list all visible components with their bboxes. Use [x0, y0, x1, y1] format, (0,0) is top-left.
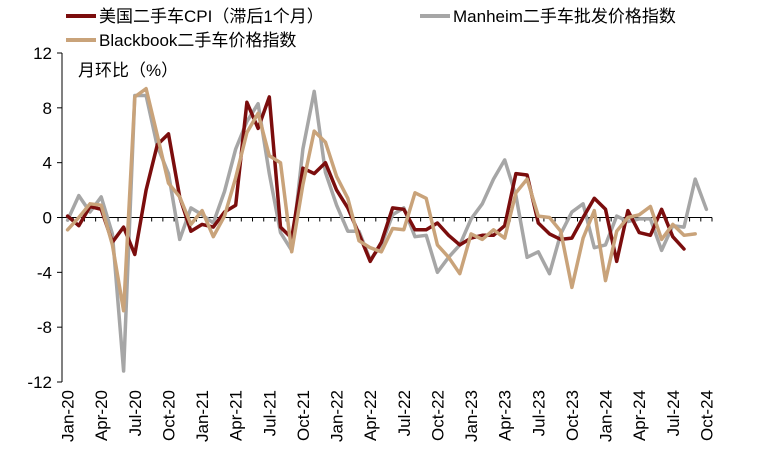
series-line-2: [65, 86, 697, 313]
x-tick-label: Jan-22: [328, 390, 347, 442]
y-tick-label: -12: [27, 373, 52, 392]
x-tick-label: Apr-24: [630, 390, 649, 441]
x-tick-label: Jan-21: [193, 390, 212, 442]
y-tick-label: -4: [37, 263, 52, 282]
y-axis-label: 月环比（%）: [78, 61, 178, 80]
x-tick-label: Oct-20: [159, 390, 178, 441]
y-tick-label: 0: [43, 209, 52, 228]
x-tick-label: Oct-23: [563, 390, 582, 441]
x-tick-label: Jul-21: [260, 390, 279, 436]
y-tick-label: 12: [33, 44, 52, 63]
x-tick-label: Jul-24: [664, 390, 683, 436]
x-tick-label: Apr-20: [92, 390, 111, 441]
legend: 美国二手车CPI（滞后1个月） Manheim二手车批发价格指数 Blackbook…: [66, 7, 676, 50]
x-tick-label: Oct-22: [428, 390, 447, 441]
x-tick-label: Jan-23: [462, 390, 481, 442]
y-axis: 12 8 4 0 -4 -8 -12: [27, 44, 63, 392]
legend-label-1: Manheim二手车批发价格指数: [453, 7, 676, 26]
x-tick-label: Jul-22: [395, 390, 414, 436]
x-tick-label: Jul-23: [529, 390, 548, 436]
legend-label-0: 美国二手车CPI（滞后1个月）: [99, 7, 324, 26]
plot-area: [65, 86, 709, 373]
x-tick-label: Jan-24: [597, 390, 616, 442]
y-tick-label: 4: [43, 154, 52, 173]
y-tick-label: -8: [37, 318, 52, 337]
x-tick-label: Oct-24: [697, 390, 716, 441]
x-tick-label: Jan-20: [59, 390, 78, 442]
legend-label-2: Blackbook二手车价格指数: [99, 31, 296, 50]
x-tick-label: Oct-21: [294, 390, 313, 441]
x-tick-label: Jul-20: [126, 390, 145, 436]
y-tick-label: 8: [43, 99, 52, 118]
x-tick-label: Apr-22: [361, 390, 380, 441]
series-line-0: [65, 95, 686, 264]
x-axis: Jan-20 Apr-20 Jul-20 Oct-20 Jan-21 Apr-21 Jul-…: [59, 217, 716, 442]
x-tick-label: Apr-23: [496, 390, 515, 441]
x-tick-label: Apr-21: [227, 390, 246, 441]
